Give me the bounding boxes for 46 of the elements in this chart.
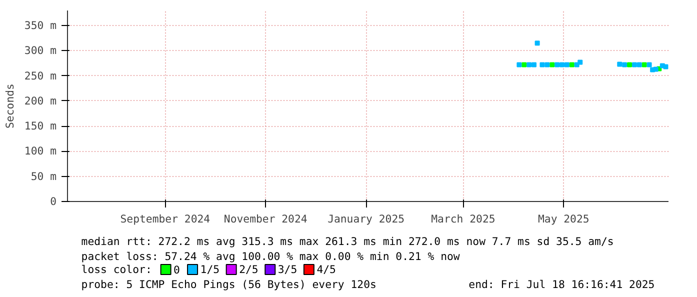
point bbox=[522, 62, 527, 68]
legend-label: 3/5 bbox=[278, 263, 298, 276]
point bbox=[617, 62, 622, 67]
point bbox=[564, 62, 570, 68]
point bbox=[663, 64, 668, 70]
point bbox=[578, 60, 583, 65]
text: packet loss: 57.24 % avg 100.00 % max 0.00 % min 0.21 % now bbox=[81, 250, 460, 263]
point bbox=[554, 62, 560, 68]
legend-label: 4/5 bbox=[316, 263, 336, 276]
y-tick-label: 300 m bbox=[24, 44, 56, 58]
point bbox=[544, 62, 550, 68]
x-tick-label: March 2025 bbox=[431, 212, 496, 226]
x-tick-label: November 2024 bbox=[224, 212, 308, 226]
y-tick-label: 100 m bbox=[24, 144, 56, 158]
y-tick-label: 50 m bbox=[30, 170, 57, 183]
text: median rtt: 272.2 ms avg 315.3 ms max 261.3 ms min 272.0 ms now 7.7 ms sd 35.5 am/s bbox=[81, 235, 614, 248]
point bbox=[532, 62, 537, 68]
point bbox=[540, 62, 545, 68]
point bbox=[534, 40, 540, 46]
legend-label: 2/5 bbox=[239, 263, 258, 276]
point bbox=[569, 62, 574, 68]
x-tick-label: September 2024 bbox=[120, 212, 210, 226]
point bbox=[516, 62, 522, 68]
y-tick-label: 250 m bbox=[24, 69, 56, 82]
point bbox=[632, 62, 637, 68]
point bbox=[653, 66, 658, 72]
point bbox=[636, 62, 642, 68]
y-tick-label: 350 m bbox=[24, 19, 56, 32]
point bbox=[526, 62, 532, 68]
y-tick-label: 0 bbox=[50, 195, 57, 208]
y-tick-label: 200 m bbox=[24, 94, 56, 108]
text: probe: 5 ICMP Echo Pings (56 Bytes) every 120s bbox=[81, 278, 376, 291]
y-tick-label: 150 m bbox=[24, 120, 56, 133]
point bbox=[642, 62, 647, 68]
text: end: Fri Jul 18 16:16:41 2025 bbox=[468, 278, 655, 291]
point bbox=[560, 62, 565, 68]
x-tick-label: May 2025 bbox=[538, 212, 590, 226]
point bbox=[622, 62, 628, 68]
point bbox=[550, 62, 555, 68]
point bbox=[627, 62, 632, 68]
legend-title: loss color: bbox=[81, 263, 152, 276]
legend-label: 1/5 bbox=[200, 263, 220, 276]
y-axis-title: Seconds bbox=[3, 84, 16, 128]
x-tick-label: January 2025 bbox=[328, 212, 405, 226]
legend-label: 0 bbox=[174, 264, 180, 276]
point bbox=[646, 62, 652, 68]
